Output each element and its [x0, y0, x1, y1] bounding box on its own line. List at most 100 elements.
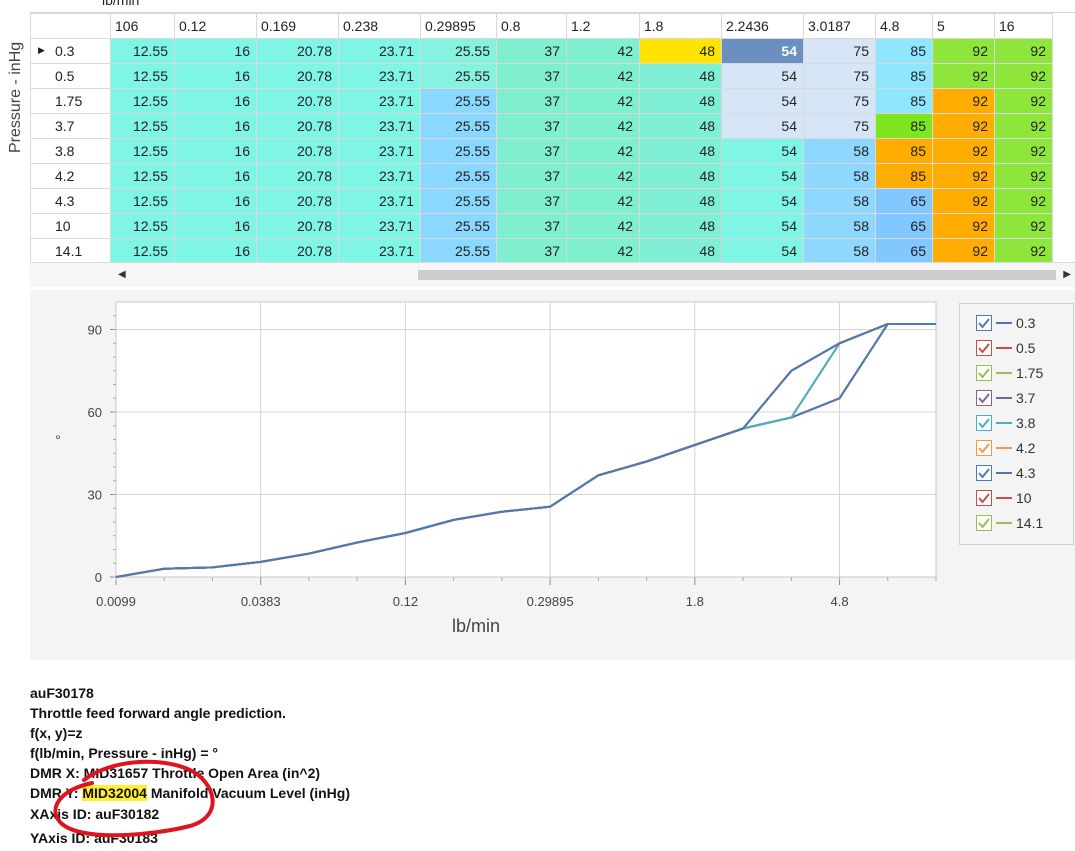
table-cell[interactable]: 92: [994, 163, 1053, 189]
table-cell[interactable]: 12.55: [110, 163, 175, 189]
table-cell[interactable]: 20.78: [256, 88, 339, 114]
table-row[interactable]: 1.75 12.55 16 20.78 23.71 25.55 37 42 48 54 75 85 92…: [30, 88, 1053, 114]
data-grid[interactable]: 106 0.12 0.169 0.238 0.29895 0.8 1.2 1.8 2.2436 3…: [30, 12, 1075, 287]
table-cell[interactable]: 42: [566, 38, 640, 64]
table-cell[interactable]: 16: [174, 138, 257, 164]
table-cell[interactable]: 25.55: [420, 238, 497, 264]
table-cell[interactable]: 12.55: [110, 113, 175, 139]
table-cell[interactable]: 37: [496, 63, 567, 89]
table-cell[interactable]: 12.55: [110, 188, 175, 214]
table-row[interactable]: 3.8 12.55 16 20.78 23.71 25.55 37 42 48 54 58 85 92 9…: [30, 138, 1053, 164]
column-header[interactable]: 1.2: [566, 13, 640, 39]
row-header[interactable]: 10: [30, 213, 111, 239]
table-cell[interactable]: 75: [803, 113, 876, 139]
row-header[interactable]: 3.8: [30, 138, 111, 164]
legend-item[interactable]: 4.3: [976, 462, 1035, 484]
legend-checkbox[interactable]: [976, 415, 992, 431]
table-cell[interactable]: 16: [174, 238, 257, 264]
table-cell[interactable]: 48: [639, 138, 722, 164]
table-row[interactable]: ▶ 0.3 12.55 16 20.78 23.71 25.55 37 42 48 54 75 85 92…: [30, 38, 1053, 64]
table-cell[interactable]: 92: [994, 113, 1053, 139]
table-cell[interactable]: 92: [932, 238, 995, 264]
table-cell[interactable]: 54: [721, 163, 804, 189]
horizontal-scrollbar[interactable]: ◀ ▶: [30, 262, 1075, 287]
table-cell[interactable]: 37: [496, 213, 567, 239]
legend-item[interactable]: 0.5: [976, 337, 1035, 359]
legend-checkbox[interactable]: [976, 340, 992, 356]
scroll-right-icon[interactable]: ▶: [1063, 269, 1071, 280]
row-header[interactable]: 1.75: [30, 88, 111, 114]
table-cell[interactable]: 54: [721, 138, 804, 164]
table-cell[interactable]: 23.71: [338, 238, 421, 264]
table-cell[interactable]: 12.55: [110, 88, 175, 114]
table-row[interactable]: 4.2 12.55 16 20.78 23.71 25.55 37 42 48 54 58 85 92 9…: [30, 163, 1053, 189]
table-cell[interactable]: 25.55: [420, 138, 497, 164]
legend-item[interactable]: 3.7: [976, 387, 1035, 409]
table-cell[interactable]: 16: [174, 88, 257, 114]
table-cell[interactable]: 92: [932, 163, 995, 189]
table-cell[interactable]: 48: [639, 63, 722, 89]
table-cell[interactable]: 16: [174, 213, 257, 239]
table-cell[interactable]: 54: [721, 238, 804, 264]
table-cell[interactable]: 37: [496, 188, 567, 214]
column-header[interactable]: 4.8: [875, 13, 933, 39]
data-grid-table[interactable]: 106 0.12 0.169 0.238 0.29895 0.8 1.2 1.8 2.2436 3…: [30, 13, 1053, 264]
table-cell[interactable]: 25.55: [420, 38, 497, 64]
row-header[interactable]: 0.5: [30, 63, 111, 89]
table-cell[interactable]: 37: [496, 88, 567, 114]
table-cell[interactable]: 85: [875, 38, 933, 64]
legend-item[interactable]: 10: [976, 487, 1032, 509]
table-cell[interactable]: 54: [721, 38, 804, 64]
table-cell[interactable]: 37: [496, 113, 567, 139]
table-cell[interactable]: 23.71: [338, 88, 421, 114]
table-cell[interactable]: 58: [803, 138, 876, 164]
table-row[interactable]: 3.7 12.55 16 20.78 23.71 25.55 37 42 48 54 75 85 92 9…: [30, 113, 1053, 139]
table-cell[interactable]: 16: [174, 63, 257, 89]
row-header[interactable]: 3.7: [30, 113, 111, 139]
legend-checkbox[interactable]: [976, 490, 992, 506]
table-cell[interactable]: 58: [803, 213, 876, 239]
table-cell[interactable]: 16: [174, 163, 257, 189]
legend-checkbox[interactable]: [976, 515, 992, 531]
table-cell[interactable]: 37: [496, 138, 567, 164]
table-cell[interactable]: 16: [174, 38, 257, 64]
legend-item[interactable]: 4.2: [976, 437, 1035, 459]
table-cell[interactable]: 20.78: [256, 163, 339, 189]
table-cell[interactable]: 23.71: [338, 138, 421, 164]
table-cell[interactable]: 92: [932, 138, 995, 164]
table-cell[interactable]: 92: [932, 38, 995, 64]
table-cell[interactable]: 92: [994, 238, 1053, 264]
table-cell[interactable]: 20.78: [256, 188, 339, 214]
table-row[interactable]: 14.1 12.55 16 20.78 23.71 25.55 37 42 48 54 58 65 92…: [30, 238, 1053, 264]
table-cell[interactable]: 20.78: [256, 238, 339, 264]
table-cell[interactable]: 92: [932, 113, 995, 139]
legend-checkbox[interactable]: [976, 315, 992, 331]
table-cell[interactable]: 12.55: [110, 213, 175, 239]
table-cell[interactable]: 75: [803, 38, 876, 64]
legend-checkbox[interactable]: [976, 390, 992, 406]
table-cell[interactable]: 92: [994, 138, 1053, 164]
table-cell[interactable]: 12.55: [110, 63, 175, 89]
table-cell[interactable]: 48: [639, 88, 722, 114]
table-cell[interactable]: 20.78: [256, 113, 339, 139]
table-cell[interactable]: 65: [875, 188, 933, 214]
table-cell[interactable]: 25.55: [420, 63, 497, 89]
table-cell[interactable]: 54: [721, 88, 804, 114]
column-header[interactable]: 5: [932, 13, 995, 39]
table-cell[interactable]: 85: [875, 138, 933, 164]
table-cell[interactable]: 54: [721, 188, 804, 214]
table-cell[interactable]: 23.71: [338, 188, 421, 214]
table-cell[interactable]: 42: [566, 163, 640, 189]
legend-item[interactable]: 14.1: [976, 512, 1043, 534]
table-cell[interactable]: 42: [566, 213, 640, 239]
column-header[interactable]: 3.0187: [803, 13, 876, 39]
table-cell[interactable]: 12.55: [110, 238, 175, 264]
table-cell[interactable]: 65: [875, 213, 933, 239]
row-header[interactable]: ▶ 0.3: [30, 38, 111, 64]
table-cell[interactable]: 12.55: [110, 38, 175, 64]
table-cell[interactable]: 23.71: [338, 38, 421, 64]
table-cell[interactable]: 54: [721, 113, 804, 139]
legend-item[interactable]: 0.3: [976, 312, 1035, 334]
table-row[interactable]: 10 12.55 16 20.78 23.71 25.55 37 42 48 54 58 65 92 92: [30, 213, 1053, 239]
column-header[interactable]: 2.2436: [721, 13, 804, 39]
